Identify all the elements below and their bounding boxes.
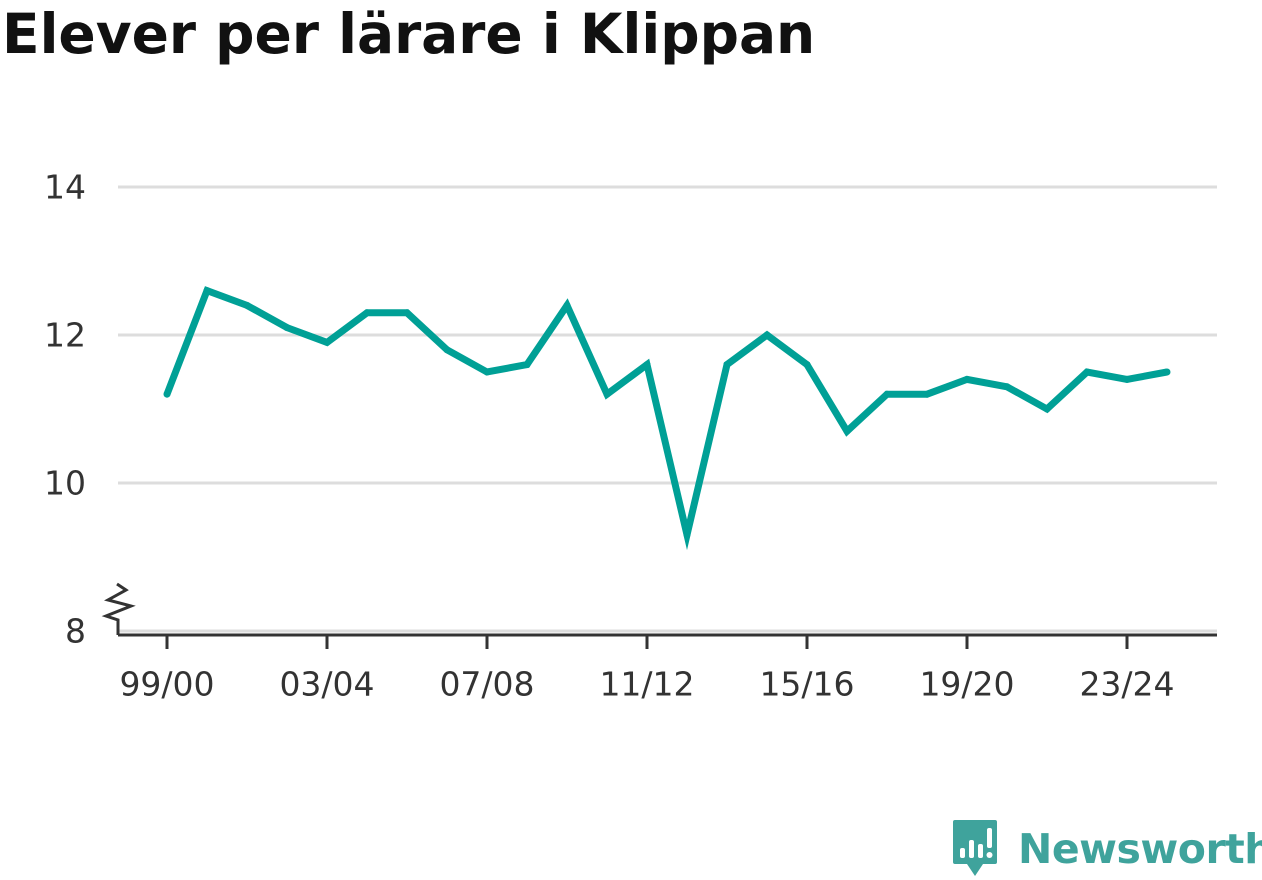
data-point xyxy=(963,375,971,383)
x-tick-label: 23/24 xyxy=(1079,665,1174,704)
x-tick-label: 99/00 xyxy=(119,665,214,704)
brand: Newsworthy xyxy=(950,818,1262,880)
y-tick-label: 12 xyxy=(44,316,86,355)
data-point xyxy=(643,361,651,369)
data-point xyxy=(523,361,531,369)
axes xyxy=(101,582,1217,649)
data-point xyxy=(163,390,171,398)
data-point xyxy=(403,309,411,317)
y-tick-label: 10 xyxy=(44,464,86,503)
data-point xyxy=(763,331,771,339)
y-tick-label: 14 xyxy=(44,168,86,207)
data-point xyxy=(723,361,731,369)
data-point xyxy=(923,390,931,398)
series-layer xyxy=(163,286,1171,551)
x-tick-label: 03/04 xyxy=(279,665,374,704)
data-point xyxy=(843,427,851,435)
series-line xyxy=(163,286,1168,551)
data-point xyxy=(803,361,811,369)
data-point xyxy=(443,346,451,354)
data-point xyxy=(203,287,211,295)
data-point xyxy=(1163,368,1171,376)
data-point xyxy=(1043,405,1051,413)
data-point xyxy=(363,309,371,317)
data-point xyxy=(483,368,491,376)
data-point xyxy=(1003,383,1011,391)
x-tick-label: 19/20 xyxy=(919,665,1014,704)
tick-labels: 8 10 12 14 99/00 03/04 07/08 11/12 15/16 19/20 23/… xyxy=(44,168,1175,704)
data-point xyxy=(603,390,611,398)
x-tick-label: 15/16 xyxy=(759,665,854,704)
x-tick-label: 11/12 xyxy=(599,665,694,704)
y-axis-break-icon xyxy=(101,582,136,635)
y-tick-label: 8 xyxy=(65,612,86,651)
brand-name: Newsworthy xyxy=(1018,825,1262,873)
data-point xyxy=(283,324,291,332)
data-point xyxy=(243,301,251,309)
data-point xyxy=(1083,368,1091,376)
chart-title: Elever per lärare i Klippan xyxy=(2,2,816,66)
data-point xyxy=(1123,375,1131,383)
data-point xyxy=(563,301,571,309)
data-point xyxy=(883,390,891,398)
x-tick-label: 07/08 xyxy=(439,665,534,704)
data-point xyxy=(323,338,331,346)
newsworthy-logo-icon xyxy=(953,820,997,876)
data-point xyxy=(683,531,691,539)
